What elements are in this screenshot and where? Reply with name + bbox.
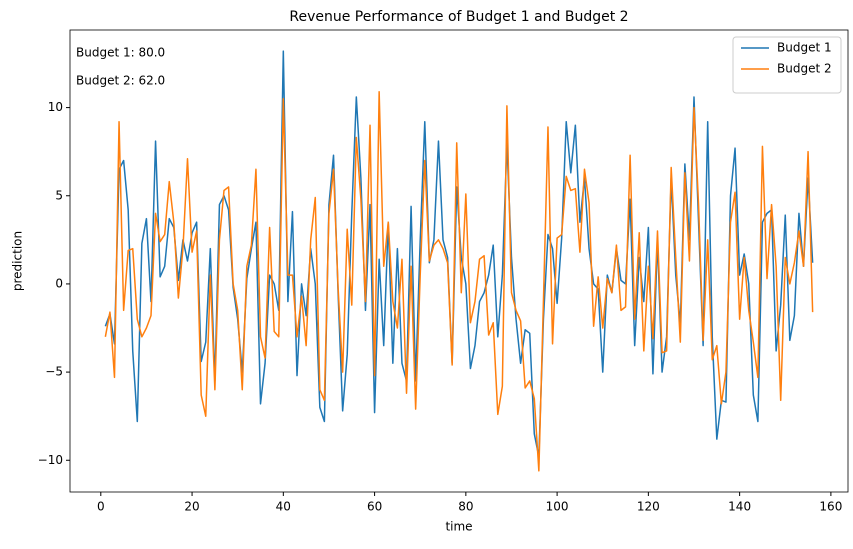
x-tick-label: 160 — [819, 500, 842, 514]
x-tick-label: 80 — [458, 500, 473, 514]
x-tick-label: 100 — [546, 500, 569, 514]
y-tick-label: 5 — [55, 188, 63, 202]
legend-label: Budget 1 — [777, 41, 832, 55]
legend-label: Budget 2 — [777, 62, 832, 76]
y-axis-label: prediction — [11, 231, 25, 291]
y-tick-label: −5 — [45, 365, 63, 379]
x-tick-label: 20 — [184, 500, 199, 514]
annotation: Budget 2: 62.0 — [76, 74, 165, 88]
x-tick-label: 120 — [637, 500, 660, 514]
x-tick-label: 0 — [97, 500, 105, 514]
plot-frame — [69, 29, 849, 493]
y-tick-label: 0 — [55, 276, 63, 290]
chart-title: Revenue Performance of Budget 1 and Budg… — [289, 9, 628, 25]
y-tick-label: −10 — [38, 453, 63, 467]
y-tick-label: 10 — [48, 100, 63, 114]
x-tick-label: 140 — [728, 500, 751, 514]
legend-box — [732, 36, 842, 94]
annotation: Budget 1: 80.0 — [76, 46, 165, 60]
series-line — [104, 90, 814, 472]
x-axis-label: time — [445, 520, 472, 534]
x-tick-label: 60 — [367, 500, 382, 514]
x-tick-label: 40 — [276, 500, 291, 514]
